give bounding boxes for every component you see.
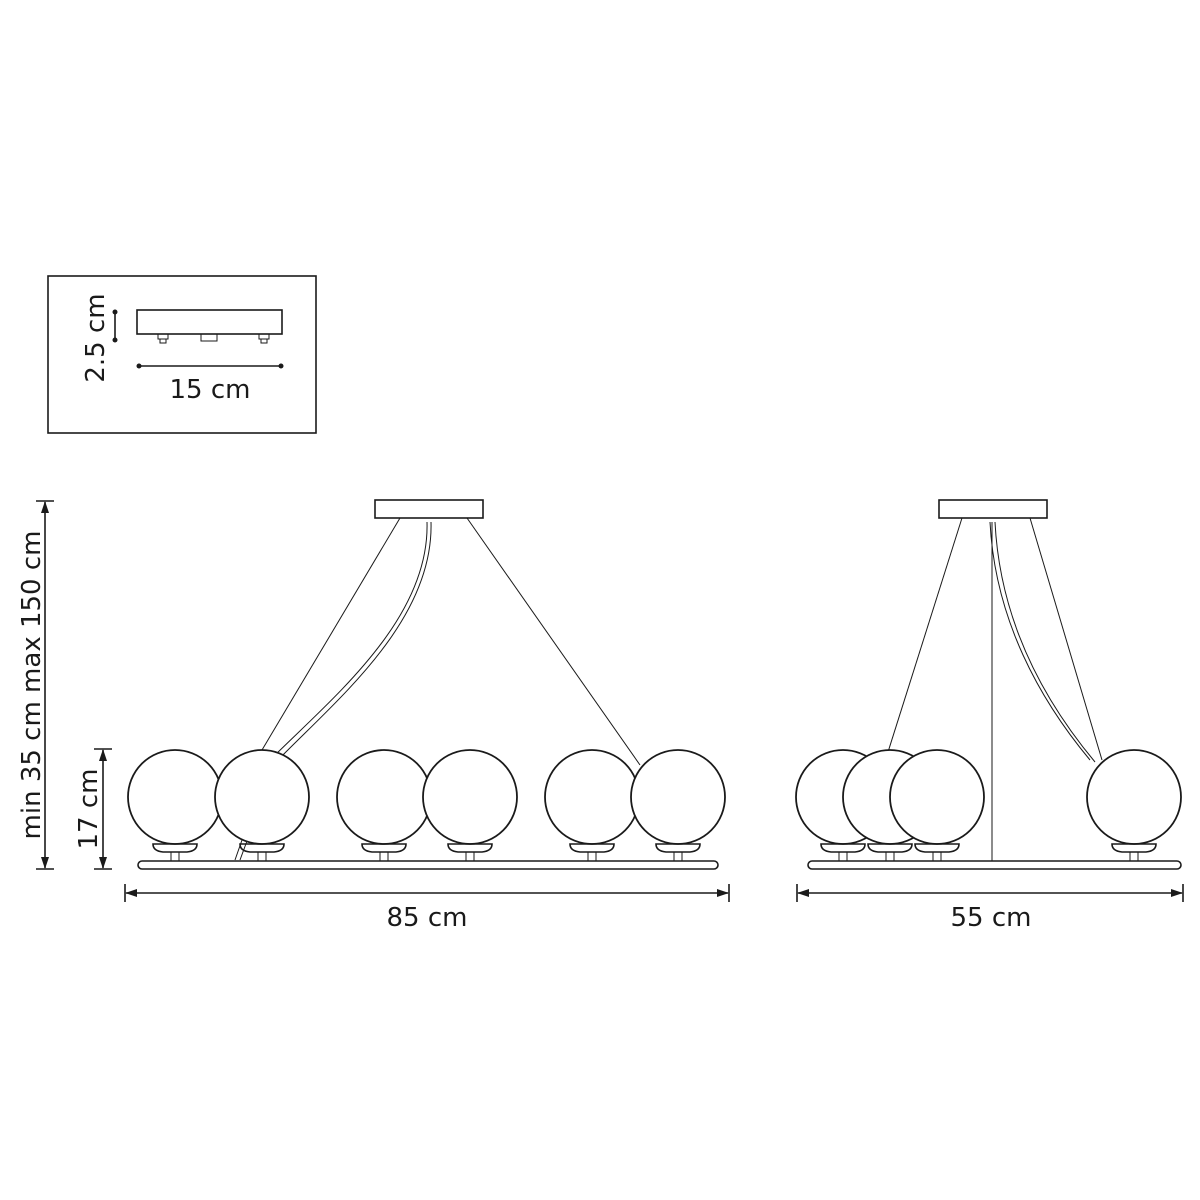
front-power-cord — [234, 521, 428, 861]
globe-shade — [630, 749, 726, 861]
globe-height-label: 17 cm — [74, 769, 104, 850]
globe-shade — [1086, 749, 1182, 861]
globe-shade — [889, 749, 985, 861]
dimensions: 85 cm 55 cm min 35 cm max 150 cm 17 cm — [17, 500, 1184, 933]
side-suspension-cable — [887, 517, 963, 753]
side-suspension-cable — [1029, 517, 1103, 761]
side-width-label: 55 cm — [951, 903, 1032, 933]
front-suspension-cable — [466, 517, 641, 766]
globe-shade — [422, 749, 518, 861]
side-canopy — [938, 499, 1048, 519]
inset-width-label: 15 cm — [170, 375, 251, 405]
overall-height-label: min 35 cm max 150 cm — [17, 531, 47, 840]
front-width-label: 85 cm — [387, 903, 468, 933]
globe-shade — [544, 749, 640, 861]
front-view — [127, 499, 726, 870]
front-base-bar — [137, 860, 719, 870]
front-suspension-cable — [261, 517, 401, 751]
front-canopy — [374, 499, 484, 519]
globe-shade — [336, 749, 432, 861]
inset-height-label: 2.5 cm — [81, 293, 111, 382]
side-base-bar — [807, 860, 1182, 870]
side-view — [795, 499, 1182, 870]
globe-shade — [127, 749, 223, 861]
side-power-cord — [989, 521, 1091, 761]
globe-shade — [214, 749, 310, 861]
canopy-inset: 2.5 cm 15 cm — [47, 275, 317, 434]
